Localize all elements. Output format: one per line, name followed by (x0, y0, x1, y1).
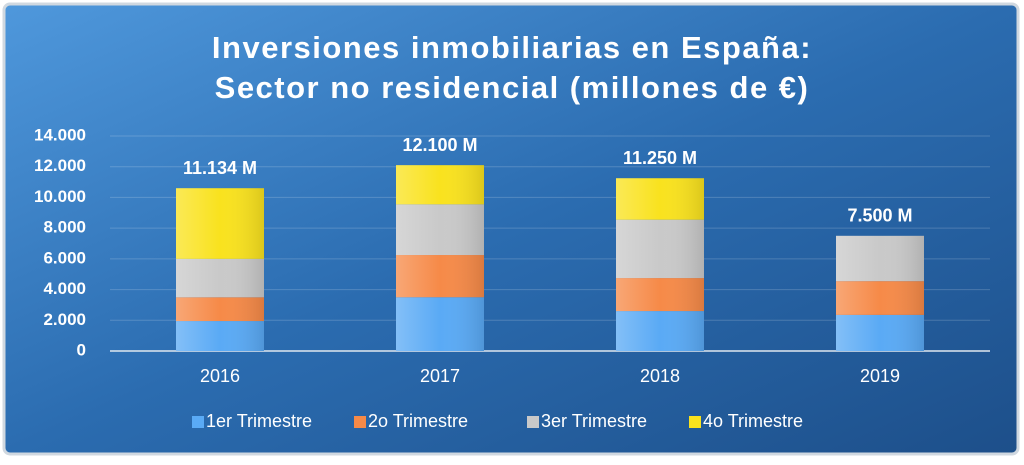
x-tick-label: 2016 (200, 366, 240, 386)
y-tick-label: 4.000 (43, 279, 86, 298)
y-tick-label: 6.000 (43, 248, 86, 267)
bar-shine (616, 311, 704, 351)
legend-swatch (354, 416, 366, 428)
legend-label: 1er Trimestre (206, 411, 312, 431)
bar-shine (616, 178, 704, 220)
bar-shine (396, 165, 484, 205)
bar-shine (176, 258, 264, 298)
bar-shine (176, 297, 264, 322)
bar-shine (176, 188, 264, 259)
y-tick-label: 0 (77, 340, 86, 359)
legend-swatch (527, 416, 539, 428)
legend-label: 4o Trimestre (703, 411, 803, 431)
bar-shine (176, 321, 264, 351)
total-label: 7.500 M (847, 206, 912, 226)
total-label: 11.134 M (183, 158, 257, 178)
bar-shine (836, 314, 924, 351)
bar-shine (616, 219, 704, 279)
y-tick-label: 12.000 (34, 156, 86, 175)
bar-shine (396, 255, 484, 298)
legend-swatch (689, 416, 701, 428)
x-tick-label: 2018 (640, 366, 680, 386)
y-tick-label: 2.000 (43, 310, 86, 329)
bar-shine (616, 278, 704, 312)
y-tick-label: 8.000 (43, 218, 86, 237)
bar-shine (396, 204, 484, 256)
legend-label: 3er Trimestre (541, 411, 647, 431)
y-tick-label: 10.000 (34, 187, 86, 206)
x-tick-label: 2019 (860, 366, 900, 386)
total-label: 12.100 M (402, 135, 477, 155)
total-label: 11.250 M (623, 148, 697, 168)
y-tick-label: 14.000 (34, 125, 86, 144)
bar-shine (396, 297, 484, 351)
chart-title: Sector no residencial (millones de €) (215, 70, 810, 105)
bar-shine (836, 235, 924, 282)
legend-label: 2o Trimestre (368, 411, 468, 431)
x-tick-label: 2017 (420, 366, 460, 386)
legend-swatch (192, 416, 204, 428)
bar-shine (836, 281, 924, 315)
chart-title: Inversiones inmobiliarias en España: (212, 30, 812, 65)
